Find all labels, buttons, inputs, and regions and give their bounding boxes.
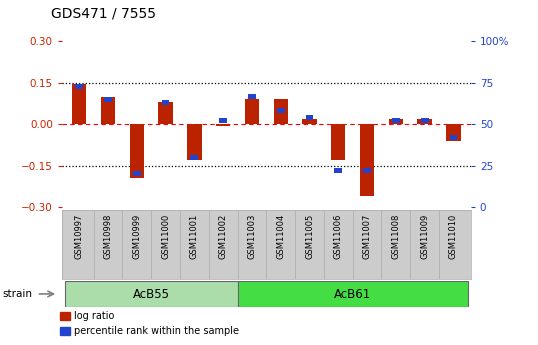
Bar <box>75 83 83 89</box>
Bar <box>104 97 112 102</box>
Text: GSM11010: GSM11010 <box>449 214 458 259</box>
Text: GSM11008: GSM11008 <box>391 214 400 259</box>
Text: AcB55: AcB55 <box>133 288 169 300</box>
Text: GSM11004: GSM11004 <box>276 214 285 259</box>
Bar <box>334 168 342 173</box>
Text: GSM10999: GSM10999 <box>132 214 141 259</box>
Text: GSM10998: GSM10998 <box>103 214 112 259</box>
Text: GDS471 / 7555: GDS471 / 7555 <box>51 7 156 21</box>
Text: GSM11003: GSM11003 <box>247 214 257 259</box>
Bar <box>158 102 173 124</box>
Bar <box>363 168 371 173</box>
Bar <box>421 118 429 124</box>
Text: GSM11002: GSM11002 <box>218 214 228 259</box>
Bar <box>417 119 432 124</box>
Bar <box>302 119 317 124</box>
Bar <box>216 124 230 126</box>
Bar <box>101 97 115 124</box>
Text: GSM11005: GSM11005 <box>305 214 314 259</box>
Bar <box>190 155 199 160</box>
Bar <box>219 118 227 124</box>
Bar <box>273 99 288 124</box>
Bar <box>360 124 374 196</box>
Bar <box>161 100 169 105</box>
Bar <box>447 124 461 141</box>
Text: GSM10997: GSM10997 <box>75 214 83 259</box>
Text: GSM11007: GSM11007 <box>363 214 372 259</box>
Bar <box>248 93 256 99</box>
Bar <box>450 135 457 140</box>
Bar <box>245 99 259 124</box>
Bar <box>388 119 403 124</box>
Bar <box>187 124 202 160</box>
Bar <box>237 281 468 307</box>
Bar <box>331 124 345 160</box>
Text: GSM11001: GSM11001 <box>190 214 199 259</box>
Text: strain: strain <box>3 289 33 299</box>
Bar <box>277 108 285 114</box>
Bar <box>133 171 141 176</box>
Text: GSM11000: GSM11000 <box>161 214 170 259</box>
Legend: log ratio, percentile rank within the sample: log ratio, percentile rank within the sa… <box>56 307 243 340</box>
Bar <box>306 115 314 120</box>
Text: GSM11006: GSM11006 <box>334 214 343 259</box>
Text: GSM11009: GSM11009 <box>420 214 429 259</box>
Bar <box>72 84 86 124</box>
Bar <box>130 124 144 178</box>
Bar <box>392 118 400 124</box>
Text: AcB61: AcB61 <box>334 288 371 300</box>
Bar <box>65 281 237 307</box>
